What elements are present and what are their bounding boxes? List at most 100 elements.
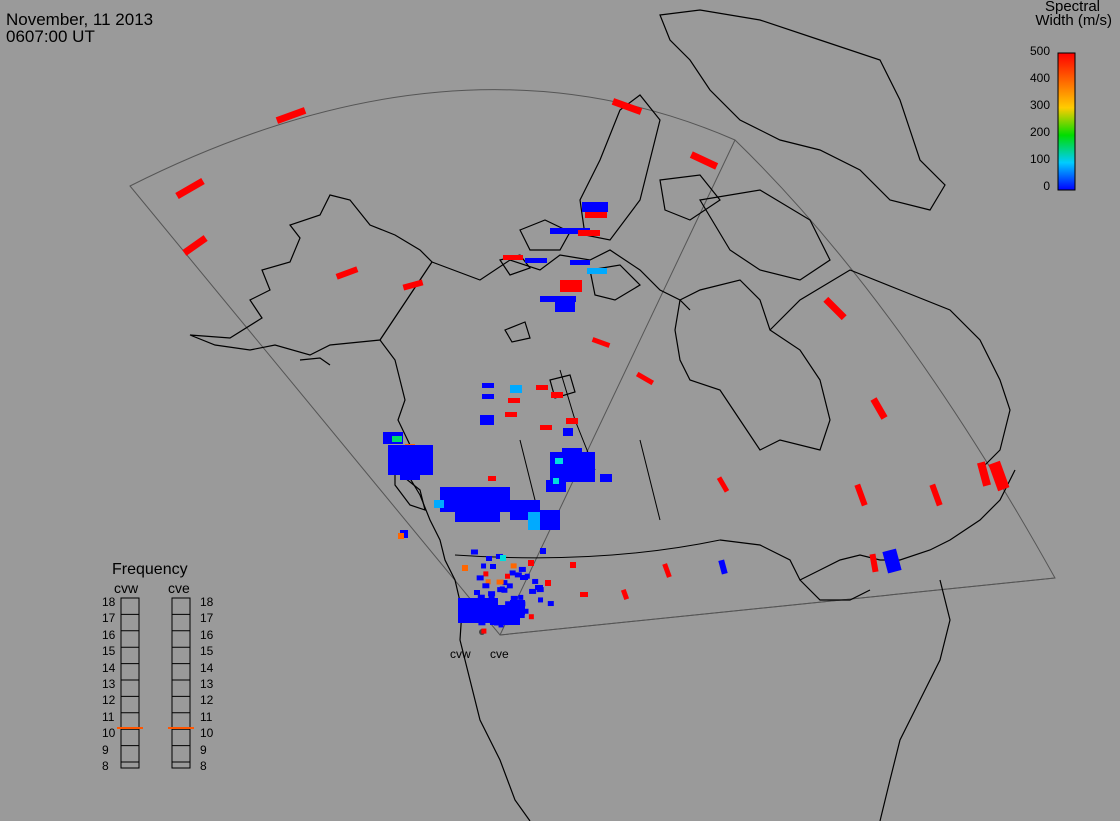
scale-tick: 500 (1029, 44, 1050, 58)
scatter-cell (869, 553, 879, 573)
coastlines (189, 9, 1016, 821)
scatter-cell (662, 563, 672, 578)
freq-tick-right: 13 (200, 677, 214, 691)
scatter-cell (870, 397, 888, 420)
scatter-cell (563, 428, 573, 436)
scatter-cell (519, 613, 525, 619)
scale-title-2: Width (m/s) (1035, 12, 1112, 29)
scatter-cell (486, 556, 492, 561)
scatter-cell (538, 597, 544, 603)
scatter-cell (335, 266, 359, 280)
scatter-cell (495, 553, 503, 559)
scatter-cell (540, 510, 560, 530)
freq-tick-left: 18 (102, 595, 116, 609)
scatter-cell (525, 258, 547, 263)
scatter-cell (570, 562, 576, 568)
freq-tick-right: 11 (200, 709, 213, 724)
scatter-cell (502, 580, 508, 586)
scatter-cell (562, 448, 582, 463)
scatter-cell (455, 508, 500, 522)
scatter-cell (528, 614, 534, 620)
scatter-cell (570, 260, 590, 265)
scatter-cell (481, 628, 487, 634)
scatter-cell (582, 202, 608, 212)
freq-tick-left: 11 (102, 709, 115, 724)
freq-tick-right: 16 (200, 627, 214, 642)
scatter-cell (483, 571, 489, 577)
freq-tick-right: 14 (200, 660, 214, 675)
scatter-cell (518, 594, 524, 600)
scatter-cell (476, 575, 484, 581)
frequency-title: Frequency (112, 561, 188, 578)
scatter-cell (718, 559, 728, 575)
scatter-cell (500, 555, 506, 561)
scatter-cell (529, 588, 537, 594)
scatter-cell (505, 412, 517, 417)
scatter-cell (474, 590, 480, 595)
freq-tick-left: 15 (102, 644, 116, 659)
scatter-cell (504, 573, 510, 579)
scatter-cell (482, 383, 494, 388)
freq-bar-cve (171, 597, 191, 769)
scatter-cell (510, 600, 525, 615)
scatter-cell (611, 98, 643, 115)
scatter-cell (182, 235, 208, 256)
scatter-cell (540, 548, 546, 554)
scatter-cell (518, 566, 526, 572)
freq-tick-right: 12 (200, 693, 214, 708)
scale-tick: 0 (1043, 179, 1050, 193)
scatter-cell (505, 601, 511, 607)
scatter-cell (540, 296, 576, 302)
scatter-cell (555, 458, 563, 464)
scatter-cell (503, 255, 523, 260)
scatter-cell (470, 549, 478, 555)
scatter-cell (514, 572, 522, 578)
scatter-cell (546, 480, 566, 492)
scatter-cell (566, 418, 578, 424)
scatter-cell (398, 533, 404, 539)
scatter-cell (535, 585, 543, 590)
scatter-cell (510, 563, 517, 569)
freq-tick-right: 8 (200, 759, 207, 773)
scatter-cell (477, 594, 485, 600)
freq-tick-right: 18 (200, 595, 214, 609)
scatter-cell (400, 470, 420, 480)
site-label-cvw: cvw (450, 647, 471, 661)
scatter-cell (555, 302, 575, 312)
scatter-cell (600, 474, 612, 482)
scatter-cell (510, 595, 518, 601)
scatter-cell (591, 337, 611, 348)
scatter-cell (497, 587, 505, 593)
scatter-cell (496, 579, 504, 585)
frequency-bars (120, 597, 191, 769)
scatter-cell (547, 601, 554, 607)
scatter-cell (392, 436, 402, 442)
freq-tick-left: 10 (102, 726, 116, 741)
freq-tick-left: 9 (102, 742, 109, 757)
freq-tick-left: 16 (102, 627, 116, 642)
time-label: 0607:00 UT (6, 27, 95, 46)
freq-bar-cvw (120, 597, 140, 769)
scatter-cell (509, 570, 516, 576)
scale-tick: 400 (1029, 71, 1050, 85)
scatter-cell (482, 394, 494, 399)
scatter-cell (551, 392, 563, 398)
scatter-cell (929, 483, 943, 507)
scatter-cells (175, 98, 1010, 634)
freq-tick-right: 17 (200, 611, 214, 626)
scatter-cell (481, 563, 487, 569)
scatter-cell (480, 415, 494, 425)
scatter-cell (521, 608, 529, 614)
scale-title-1: Spectral (1044, 0, 1100, 15)
scatter-cell (482, 583, 490, 589)
color-scale-bar (1057, 52, 1076, 191)
scatter-cell (485, 579, 491, 585)
scatter-cell (977, 461, 991, 487)
scatter-cell (510, 385, 522, 393)
freq-tick-left: 17 (102, 611, 116, 626)
scatter-cell (689, 151, 719, 170)
scatter-cell (553, 478, 559, 484)
scatter-cell (488, 591, 496, 597)
site-label-cve: cve (490, 647, 509, 661)
